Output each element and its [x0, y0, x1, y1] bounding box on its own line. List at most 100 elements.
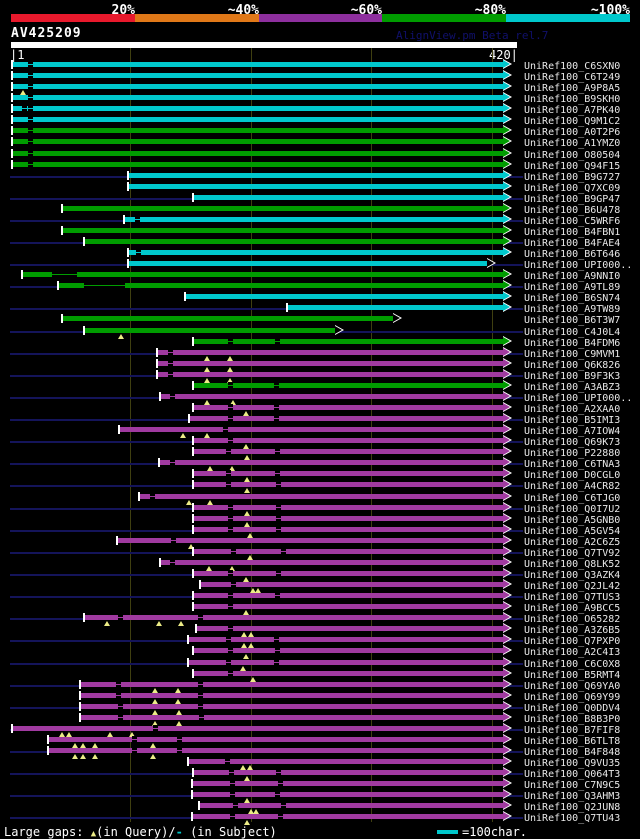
- query-gap-triangle-icon: [255, 588, 261, 593]
- query-gap-triangle-icon: [152, 721, 158, 726]
- alignment-start-tick: [192, 591, 194, 600]
- alignment-start-tick: [192, 480, 194, 489]
- alignment-bar: [192, 814, 503, 819]
- subject-gap-dash-line: [28, 153, 33, 154]
- alignment-row: UniRef100_Q3AHM3: [0, 789, 640, 803]
- uniref-label: UniRef100_A3ABZ3: [524, 382, 621, 393]
- subject-gap-dash-line: [223, 429, 228, 430]
- alignment-row: UniRef100_Q9M1C2: [0, 114, 640, 127]
- gridline-100char: [371, 48, 372, 822]
- query-gap-triangle-icon: [92, 743, 98, 748]
- arrowhead-icon: [503, 680, 510, 688]
- open-arrowhead-icon: [487, 259, 494, 267]
- subject-gap-dash-line: [168, 352, 173, 353]
- uniref-label: UniRef100_A2XAA0: [524, 404, 621, 415]
- arrowhead-icon: [503, 447, 510, 455]
- alignment-row: UniRef100_Q94F15: [0, 159, 640, 172]
- subject-gap-line: [84, 285, 125, 286]
- uniref-label: UniRef100_A9TL89: [524, 282, 621, 293]
- subject-gap-dash-line: [228, 628, 233, 629]
- alignment-start-tick: [192, 403, 194, 412]
- alignment-start-tick: [127, 259, 129, 268]
- hundred-char-label: =100char.: [462, 825, 528, 839]
- ruler-start-label: |1: [10, 48, 25, 62]
- alignment-row: UniRef100_Q69YA0: [0, 679, 640, 693]
- alignment-start-tick: [192, 525, 194, 534]
- uniref-label: UniRef100_A1YMZ0: [524, 138, 621, 149]
- query-gap-triangle-icon: [129, 732, 135, 737]
- query-gap-triangle-icon: [80, 754, 86, 759]
- uniref-label: UniRef100_C7N9C5: [524, 780, 621, 791]
- arrowhead-icon: [503, 204, 510, 212]
- query-gap-triangle-icon: [207, 466, 213, 471]
- uniref-label: UniRef100_B7FIF8: [524, 725, 621, 736]
- query-gap-triangle-icon: [230, 400, 236, 405]
- alignment-row: UniRef100_A9TL89: [0, 280, 640, 293]
- subject-gap-dash-line: [231, 551, 236, 552]
- uniref-label: UniRef100_Q0DDV4: [524, 703, 621, 714]
- alignment-row: UniRef100_A2C4I3: [0, 645, 640, 659]
- uniref-label: UniRef100_A7IOW4: [524, 426, 621, 437]
- gridline-100char: [492, 48, 493, 822]
- arrowhead-icon: [503, 337, 510, 345]
- arrowhead-icon: [503, 569, 510, 577]
- query-gap-triangle-icon: [176, 721, 182, 726]
- alignment-bar: [193, 505, 503, 510]
- uniref-label: UniRef100_C6TNA3: [524, 459, 621, 470]
- query-gap-triangle-icon: [204, 356, 210, 361]
- arrowhead-icon: [503, 71, 510, 79]
- subject-gap-dash-line: [226, 639, 231, 640]
- alignment-row: UniRef100_A1YMZ0: [0, 136, 640, 149]
- arrowhead-icon: [503, 646, 510, 654]
- alignment-row: UniRef100_C6T249: [0, 70, 640, 83]
- arrowhead-icon: [503, 469, 510, 477]
- alignment-bar: [80, 693, 503, 698]
- alignment-row: UniRef100_B6U478: [0, 203, 640, 216]
- subject-gap-dash-line: [28, 97, 33, 98]
- alignment-bar: [22, 272, 503, 277]
- alignment-row: UniRef100_A9NNI0: [0, 269, 640, 282]
- alignment-bar: [58, 283, 503, 288]
- uniref-label: UniRef100_Q3AZK4: [524, 570, 621, 581]
- arrowhead-icon: [503, 137, 510, 145]
- arrowhead-icon: [503, 215, 510, 223]
- alignment-start-tick: [159, 392, 161, 401]
- subject-gap-dash-line: [274, 385, 279, 386]
- alignment-bar: [62, 206, 503, 211]
- query-gap-triangle-icon: [229, 566, 235, 571]
- alignment-start-tick: [192, 337, 194, 346]
- alignment-row: UniRef100_Q7TV92: [0, 546, 640, 560]
- query-gap-triangle-icon: [247, 765, 253, 770]
- alignment-start-tick: [199, 580, 201, 589]
- alignment-row: UniRef100_Q69K73: [0, 435, 640, 449]
- ruler-end-label: 420|: [489, 48, 518, 62]
- uniref-label: UniRef100_B6T646: [524, 249, 621, 260]
- alignment-row: UniRef100_Q6K826: [0, 358, 640, 372]
- uniref-label: UniRef100_A4CR82: [524, 481, 621, 492]
- alignment-start-tick: [187, 658, 189, 667]
- alignment-bar: [12, 84, 503, 89]
- arrowhead-icon: [503, 414, 510, 422]
- scale-segment: [506, 14, 630, 22]
- arrowhead-icon: [503, 370, 510, 378]
- subject-gap-dash-line: [226, 473, 231, 474]
- query-gap-triangle-icon: [243, 577, 249, 582]
- alignment-start-tick: [192, 768, 194, 777]
- subject-gap-dash-line: [228, 418, 233, 419]
- alignment-bar: [12, 106, 503, 111]
- subject-gap-dash-line: [170, 396, 175, 397]
- query-gap-triangle-icon: [243, 610, 249, 615]
- subject-gap-dash-line: [171, 540, 176, 541]
- query-gap-triangle-icon: [72, 743, 78, 748]
- alignment-start-tick: [79, 691, 81, 700]
- alignment-row: UniRef100_B9G727: [0, 170, 640, 183]
- arrowhead-icon: [503, 801, 510, 809]
- subject-gap-dash-line: [228, 529, 233, 530]
- alignment-row: UniRef100_Q7PXP0: [0, 634, 640, 648]
- uniref-label: UniRef100_A2C4I3: [524, 647, 621, 658]
- alignment-row: UniRef100_UPI000..: [0, 258, 640, 271]
- alignment-row: UniRef100_Q064T3: [0, 767, 640, 781]
- arrowhead-icon: [503, 812, 510, 820]
- alignment-bar: [12, 162, 503, 167]
- alignment-bar: [128, 184, 503, 189]
